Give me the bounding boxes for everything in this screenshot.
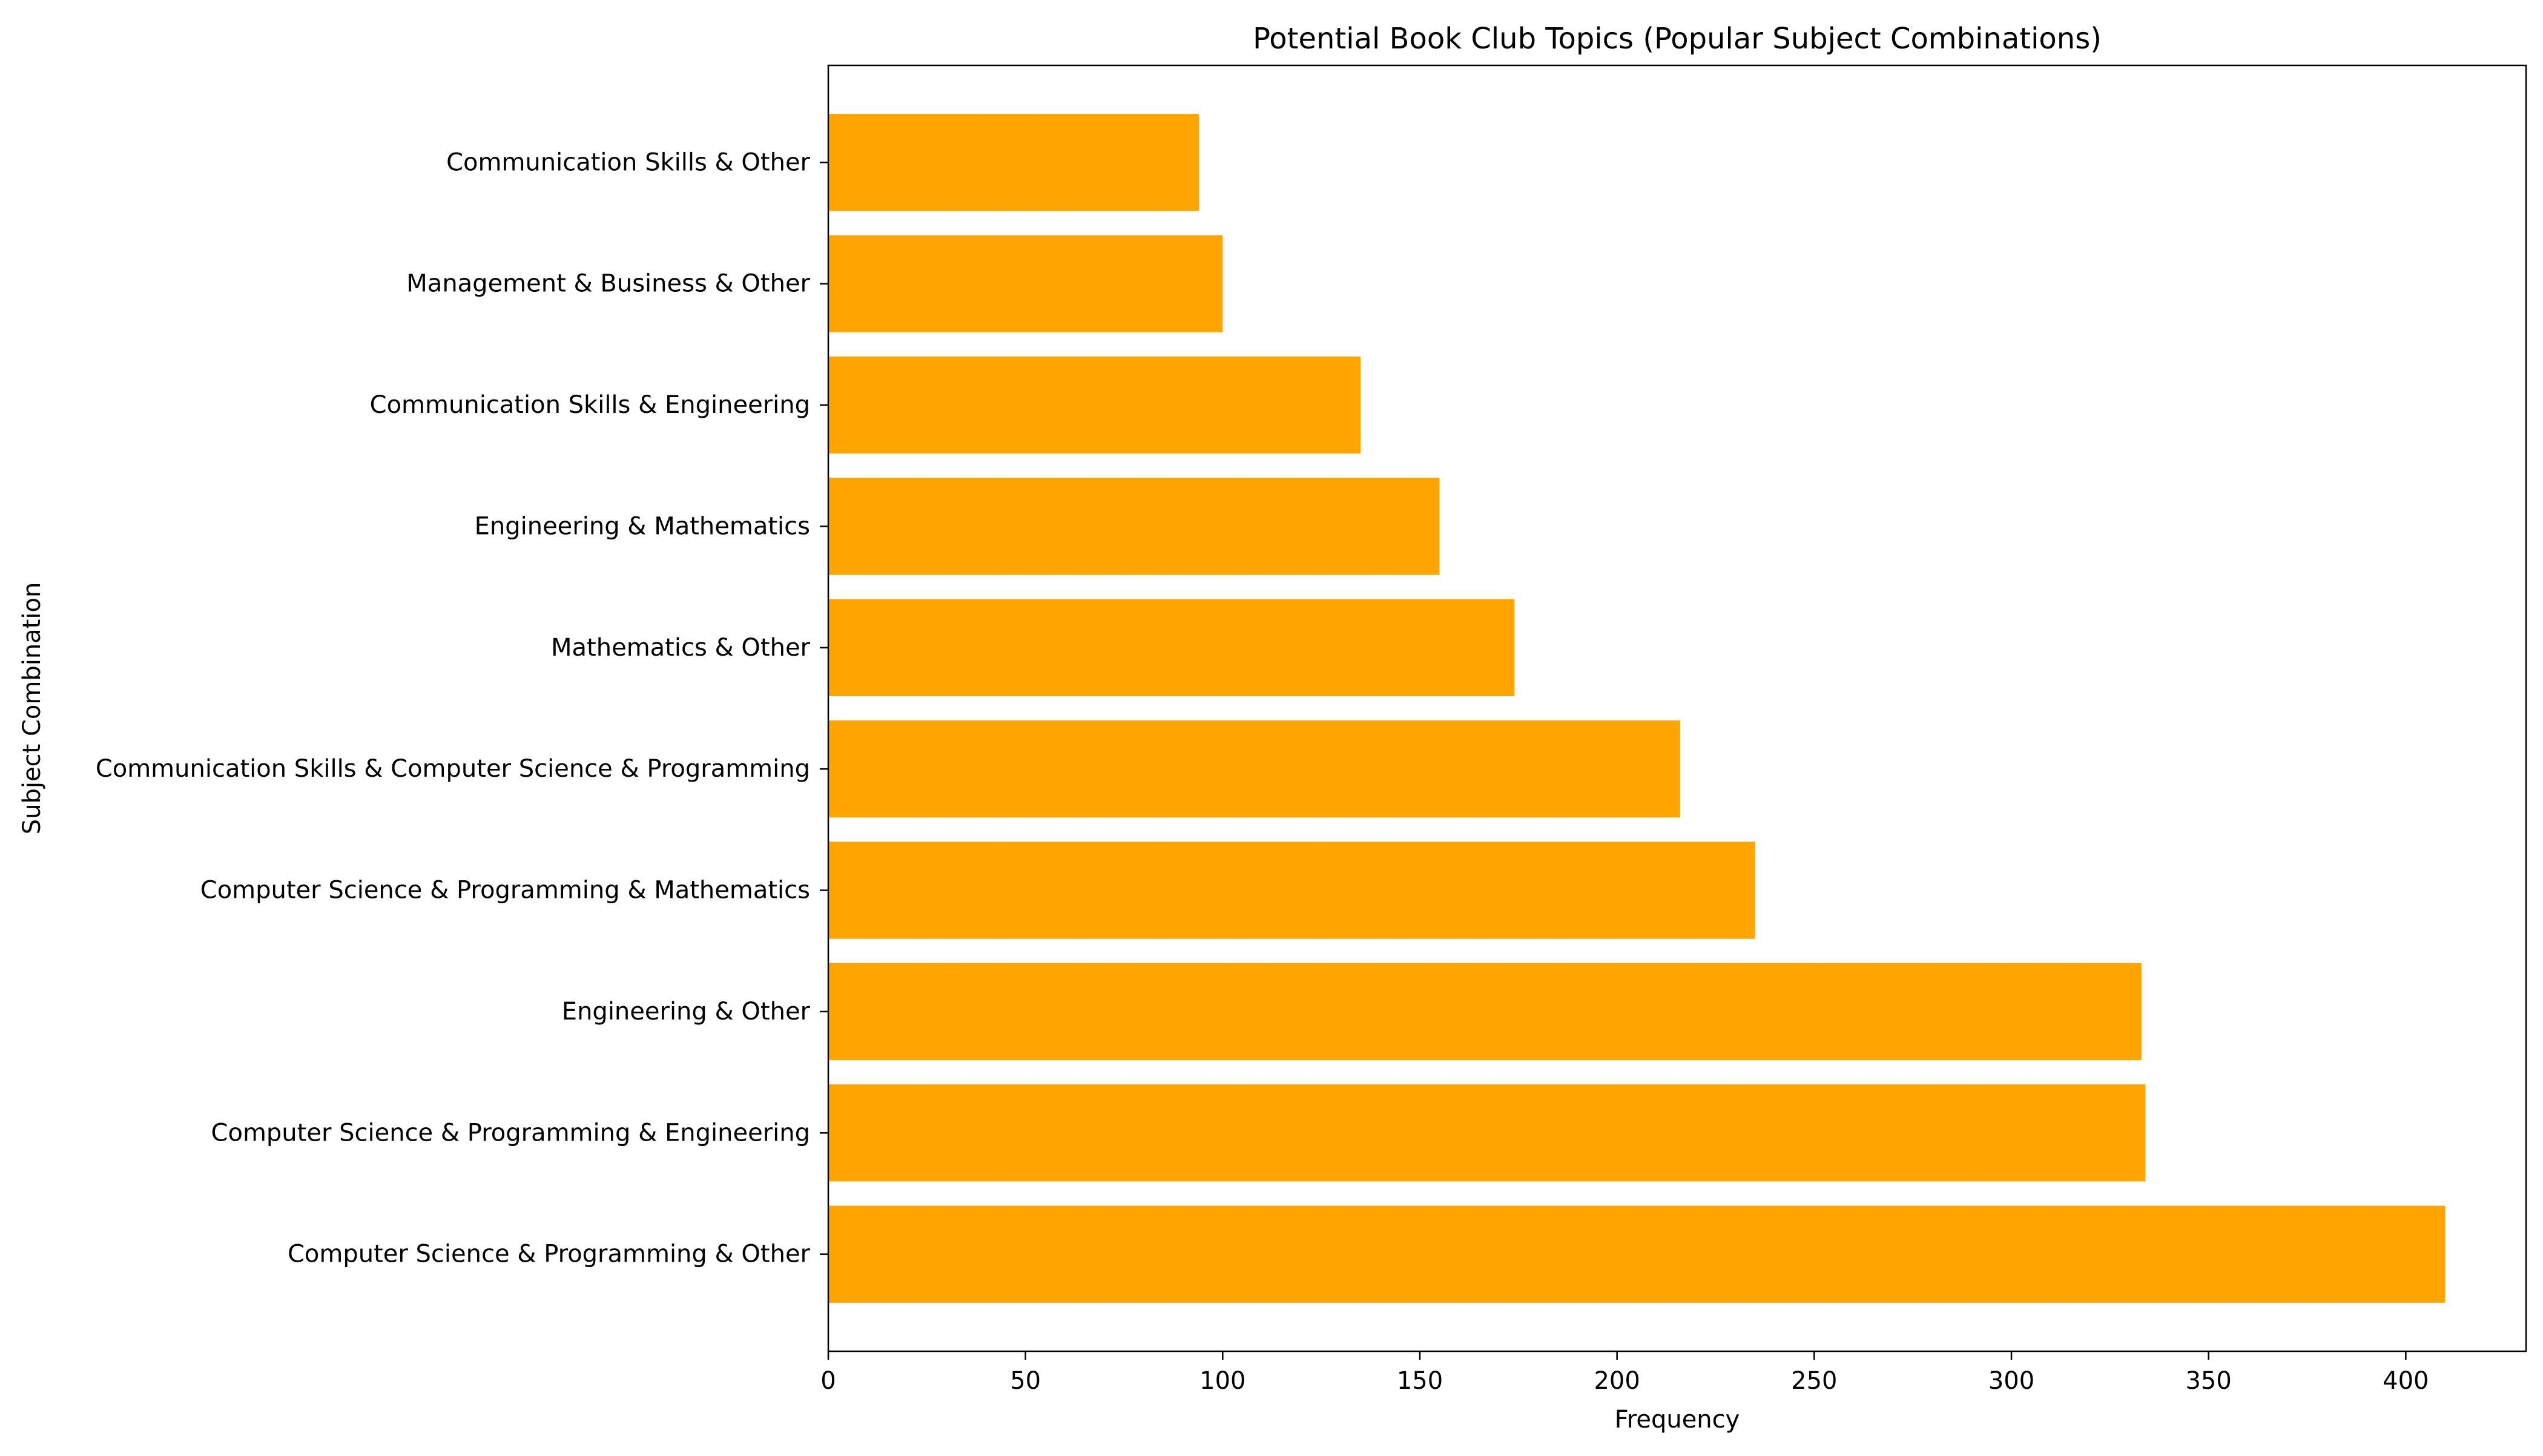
bar	[828, 356, 1361, 454]
bar	[828, 720, 1680, 818]
y-tick-label: Mathematics & Other	[551, 634, 811, 662]
bar	[828, 842, 1755, 939]
bar	[828, 963, 2142, 1061]
x-tick-label: 150	[1397, 1367, 1443, 1395]
y-tick-label: Communication Skills & Computer Science …	[96, 755, 810, 783]
y-tick-label: Engineering & Other	[562, 998, 811, 1026]
y-tick-label: Communication Skills & Other	[446, 148, 810, 176]
y-tick-label: Computer Science & Programming & Enginee…	[211, 1119, 810, 1147]
bar	[828, 1205, 2446, 1303]
bars-group	[828, 114, 2446, 1303]
x-axis-label: Frequency	[1615, 1406, 1740, 1434]
x-tick-label: 100	[1199, 1367, 1245, 1395]
x-tick-label: 350	[2185, 1367, 2231, 1395]
y-tick-label: Computer Science & Programming & Mathema…	[200, 877, 810, 904]
x-tick-label: 400	[2383, 1367, 2429, 1395]
y-ticks-group: Computer Science & Programming & Other Co…	[96, 148, 828, 1268]
y-axis-label: Subject Combination	[18, 582, 46, 835]
y-tick-label: Communication Skills & Engineering	[370, 391, 810, 419]
bar	[828, 235, 1223, 332]
x-tick-label: 200	[1594, 1367, 1640, 1395]
x-tick-label: 300	[1988, 1367, 2034, 1395]
bar	[828, 478, 1440, 575]
y-tick-label: Management & Business & Other	[406, 270, 810, 298]
x-ticks-group: 0 50 100 150 200 250 300 350 400	[820, 1351, 2429, 1395]
plot-frame	[827, 64, 2527, 1352]
bar	[828, 599, 1515, 696]
x-tick-label: 0	[820, 1367, 836, 1395]
bar	[828, 1084, 2146, 1182]
bar	[828, 114, 1199, 211]
x-tick-label: 50	[1010, 1367, 1041, 1395]
x-tick-label: 250	[1791, 1367, 1837, 1395]
y-tick-label: Computer Science & Programming & Other	[288, 1240, 811, 1268]
y-tick-label: Engineering & Mathematics	[475, 512, 810, 540]
chart-title: Potential Book Club Topics (Popular Subj…	[1253, 22, 2102, 56]
